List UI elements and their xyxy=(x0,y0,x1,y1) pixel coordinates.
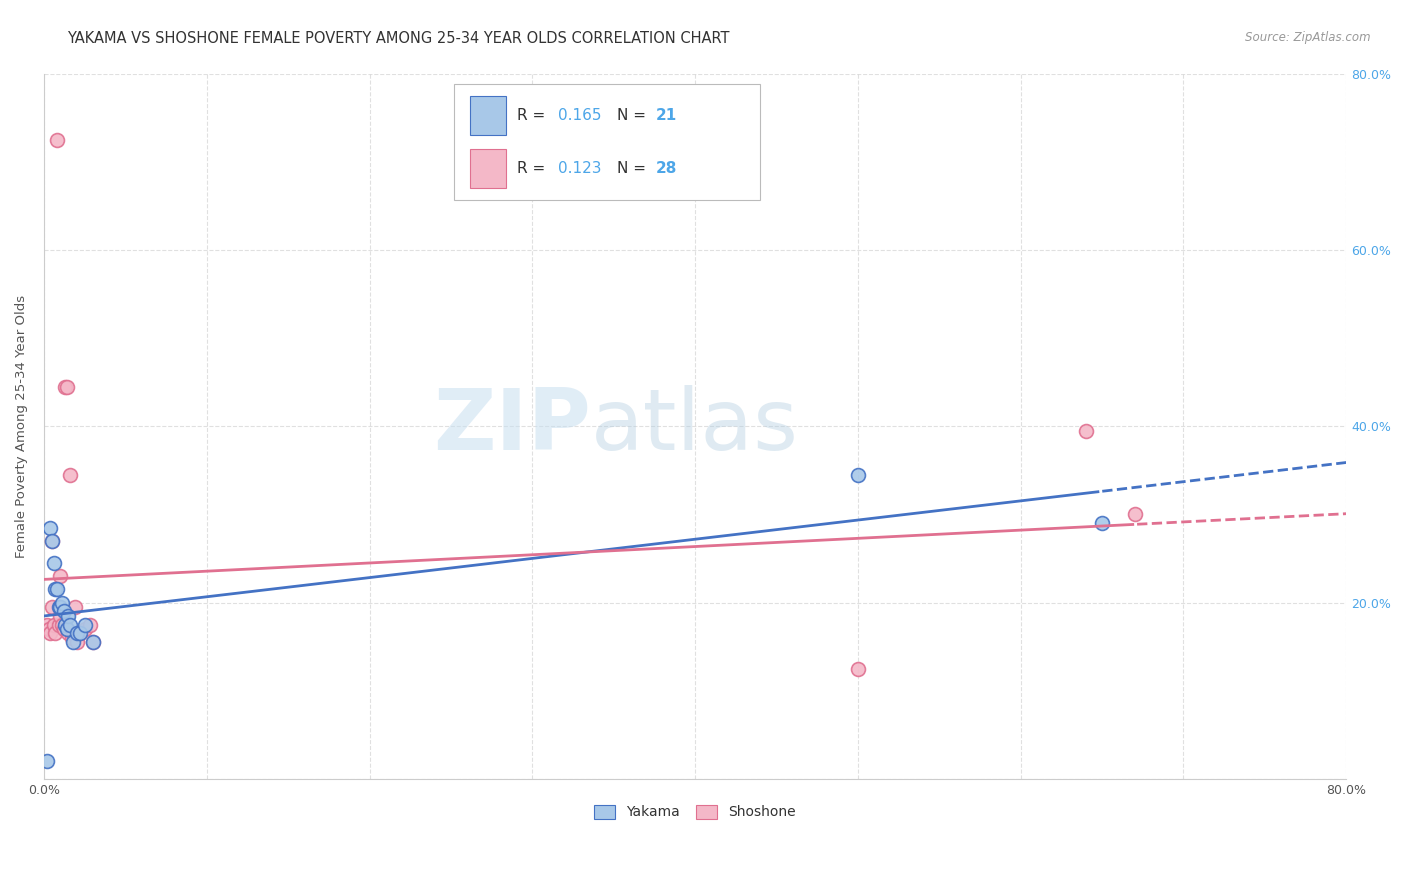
Point xyxy=(63,599,86,614)
Point xyxy=(846,467,869,482)
Point xyxy=(60,631,83,645)
Point xyxy=(62,635,84,649)
Point xyxy=(69,626,91,640)
Point xyxy=(38,622,60,636)
Point xyxy=(39,520,62,534)
Y-axis label: Female Poverty Among 25-34 Year Olds: Female Poverty Among 25-34 Year Olds xyxy=(15,294,28,558)
Point xyxy=(53,617,76,632)
Point xyxy=(51,617,73,632)
Point xyxy=(73,617,96,632)
Text: YAKAMA VS SHOSHONE FEMALE POVERTY AMONG 25-34 YEAR OLDS CORRELATION CHART: YAKAMA VS SHOSHONE FEMALE POVERTY AMONG … xyxy=(67,31,730,46)
Text: 28: 28 xyxy=(657,161,678,177)
Point xyxy=(53,379,76,393)
Point xyxy=(48,599,70,614)
Point xyxy=(62,626,84,640)
Text: R =: R = xyxy=(516,161,550,177)
Text: N =: N = xyxy=(617,161,651,177)
FancyBboxPatch shape xyxy=(470,149,506,188)
Point xyxy=(52,604,75,618)
Point xyxy=(69,626,91,640)
FancyBboxPatch shape xyxy=(454,84,761,201)
Text: N =: N = xyxy=(617,108,651,123)
Point xyxy=(49,608,72,623)
Text: ZIP: ZIP xyxy=(433,384,591,467)
Text: 0.123: 0.123 xyxy=(558,161,602,177)
Point xyxy=(42,556,65,570)
Point xyxy=(58,608,80,623)
Point xyxy=(49,569,72,583)
Point xyxy=(58,626,80,640)
Point xyxy=(846,662,869,676)
Point xyxy=(1074,424,1097,438)
Point xyxy=(82,635,104,649)
Point xyxy=(44,582,66,597)
Point xyxy=(41,599,63,614)
Point xyxy=(65,635,87,649)
Point xyxy=(1091,516,1114,531)
Point xyxy=(44,626,66,640)
Point xyxy=(1123,508,1146,522)
Point xyxy=(46,133,69,147)
Point xyxy=(46,582,69,597)
Text: atlas: atlas xyxy=(591,384,799,467)
Legend: Yakama, Shoshone: Yakama, Shoshone xyxy=(589,799,801,825)
Point xyxy=(55,622,77,636)
Point xyxy=(37,754,59,768)
Point xyxy=(42,617,65,632)
Text: 21: 21 xyxy=(657,108,678,123)
FancyBboxPatch shape xyxy=(470,96,506,136)
Point xyxy=(59,617,82,632)
Text: 0.165: 0.165 xyxy=(558,108,602,123)
Point xyxy=(52,622,75,636)
Point xyxy=(41,533,63,548)
Point xyxy=(59,467,82,482)
Point xyxy=(73,622,96,636)
Point xyxy=(55,379,77,393)
Point xyxy=(49,599,72,614)
Text: Source: ZipAtlas.com: Source: ZipAtlas.com xyxy=(1246,31,1371,45)
Point xyxy=(51,596,73,610)
Point xyxy=(41,533,63,548)
Point xyxy=(65,626,87,640)
Text: R =: R = xyxy=(516,108,550,123)
Point xyxy=(79,617,101,632)
Point xyxy=(82,635,104,649)
Point xyxy=(37,617,59,632)
Point xyxy=(48,617,70,632)
Point xyxy=(39,626,62,640)
